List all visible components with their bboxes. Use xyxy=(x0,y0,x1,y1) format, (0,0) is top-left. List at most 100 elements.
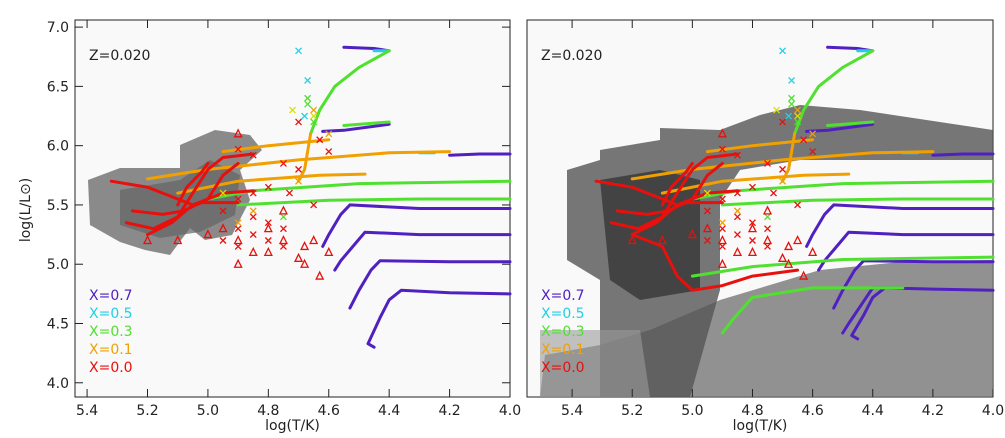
cross-marker xyxy=(279,213,287,221)
y-axis-label: log(L/L⊙) xyxy=(18,178,34,242)
cross-marker xyxy=(718,145,726,153)
cross-marker xyxy=(779,165,787,173)
cross-marker xyxy=(304,100,312,108)
cross-marker xyxy=(234,145,242,153)
legend-entry: X=0.7 xyxy=(89,288,133,304)
triangle-marker xyxy=(203,229,213,239)
cross-marker xyxy=(249,151,257,159)
legend-entry: X=0.5 xyxy=(89,306,133,322)
triangle-marker xyxy=(793,235,803,245)
cross-marker xyxy=(310,118,318,126)
x-tick-label: 5.4 xyxy=(76,403,98,419)
x-tick-label: 4.0 xyxy=(982,403,1004,419)
triangle-marker xyxy=(263,223,273,233)
cross-marker xyxy=(301,112,309,120)
cross-marker xyxy=(279,225,287,233)
legend-entry: X=0.1 xyxy=(541,342,585,358)
triangle-marker xyxy=(627,235,637,245)
x-tick-label: 4.4 xyxy=(378,403,400,419)
cross-marker xyxy=(310,201,318,209)
cross-marker xyxy=(325,148,333,156)
legend-entry: X=0.0 xyxy=(89,360,133,376)
triangle-marker xyxy=(218,223,228,233)
annotation: Z=0.020 xyxy=(541,48,602,64)
triangle-marker xyxy=(717,128,727,138)
triangle-marker xyxy=(784,240,794,251)
cross-marker xyxy=(304,94,312,102)
triangle-marker xyxy=(747,246,758,257)
cross-marker xyxy=(289,106,296,114)
cross-marker xyxy=(764,213,771,221)
cross-marker xyxy=(310,106,318,114)
triangle-marker xyxy=(687,229,697,239)
cross-marker xyxy=(295,118,303,126)
track xyxy=(594,152,800,292)
track xyxy=(206,49,512,207)
x-tick-label: 5.2 xyxy=(136,403,158,419)
cross-marker xyxy=(310,112,318,120)
cross-marker xyxy=(749,183,756,191)
cross-marker xyxy=(219,189,227,197)
cross-marker xyxy=(733,231,741,239)
legend-entry: X=0.3 xyxy=(89,324,133,340)
cross-marker xyxy=(703,207,711,215)
cross-marker xyxy=(264,219,272,227)
cross-marker xyxy=(785,112,793,120)
triangle-marker xyxy=(717,235,727,245)
y-tick-label: 5.5 xyxy=(47,198,69,214)
x-tick-label: 5.0 xyxy=(681,403,703,419)
track xyxy=(321,45,512,349)
cross-marker xyxy=(234,242,242,250)
triangle-marker xyxy=(233,235,243,245)
track xyxy=(146,132,452,195)
cross-marker xyxy=(794,106,802,114)
triangle-marker xyxy=(762,235,773,245)
cross-marker xyxy=(779,118,787,126)
cross-marker xyxy=(234,225,242,233)
triangle-marker xyxy=(293,252,304,262)
y-tick-label: 4.5 xyxy=(47,316,69,332)
cross-marker xyxy=(264,183,272,191)
y-tick-label: 6.5 xyxy=(47,79,69,95)
y-tick-label: 6.0 xyxy=(47,139,69,155)
annotation: Z=0.020 xyxy=(89,48,150,64)
cross-marker xyxy=(749,219,756,227)
cross-marker xyxy=(764,242,771,250)
cross-marker xyxy=(249,189,257,197)
triangle-marker xyxy=(702,223,712,233)
cross-marker xyxy=(770,189,777,197)
track xyxy=(690,49,995,335)
cross-marker xyxy=(219,237,227,244)
triangle-marker xyxy=(248,246,258,257)
cross-marker xyxy=(718,225,726,233)
x-tick-label: 5.2 xyxy=(621,403,643,419)
triangle-marker xyxy=(278,205,288,215)
density-map xyxy=(540,105,993,397)
legend-entry: X=0.3 xyxy=(541,324,585,340)
cross-marker xyxy=(295,47,303,55)
cross-marker xyxy=(325,130,333,138)
triangle-marker xyxy=(142,235,153,245)
triangle-marker xyxy=(315,270,325,280)
triangle-marker xyxy=(747,223,758,233)
triangle-marker xyxy=(657,235,667,245)
triangle-marker xyxy=(233,258,243,268)
y-tick-label: 4.0 xyxy=(47,376,69,392)
x-tick-label: 4.0 xyxy=(499,403,521,419)
cross-marker xyxy=(279,242,287,250)
cross-marker xyxy=(264,237,272,244)
track xyxy=(630,132,935,195)
cross-marker xyxy=(249,213,257,221)
triangle-marker xyxy=(808,246,818,257)
triangle-marker xyxy=(300,258,310,268)
x-tick-label: 5.4 xyxy=(561,403,583,419)
cross-marker xyxy=(800,136,808,144)
triangle-marker xyxy=(233,128,243,138)
cross-marker xyxy=(703,189,711,197)
x-tick-label: 4.6 xyxy=(318,403,340,419)
cross-marker xyxy=(749,237,756,244)
cross-marker xyxy=(788,94,796,102)
triangle-marker xyxy=(173,235,183,245)
cross-marker xyxy=(773,106,780,114)
cross-marker xyxy=(234,195,242,203)
